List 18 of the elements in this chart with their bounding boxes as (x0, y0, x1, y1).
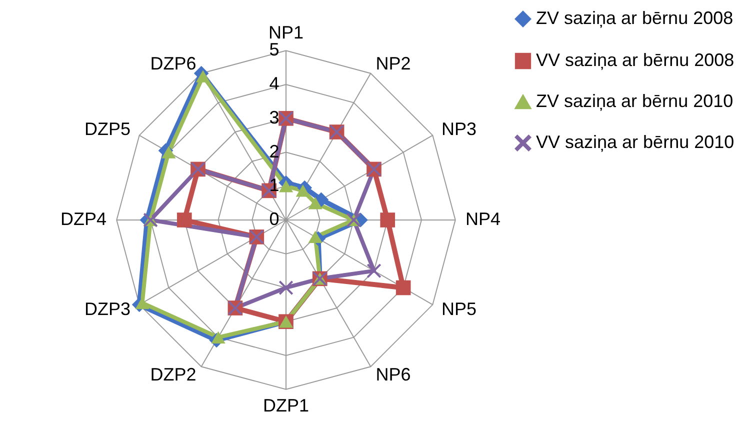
legend-label: ZV saziņa ar bērnu 2008 (536, 8, 734, 28)
legend-label: VV saziņa ar bērnu 2008 (536, 50, 734, 70)
legend-label: VV saziņa ar bērnu 2010 (536, 132, 734, 152)
spoke-label: NP6 (376, 364, 411, 384)
spoke-label: DZP1 (262, 395, 310, 416)
legend-label: ZV saziņa ar bērnu 2010 (536, 91, 734, 111)
spoke-label: DZP5 (84, 119, 131, 140)
y-tick-label: 4 (269, 74, 280, 94)
spoke-label: NP5 (441, 298, 476, 319)
y-tick-label: 0 (269, 209, 280, 229)
spoke-label: DZP4 (60, 209, 106, 229)
spoke-label: NP2 (376, 54, 411, 74)
spoke-label: DZP6 (150, 54, 196, 74)
spoke-label: NP3 (441, 119, 476, 140)
spoke-label: DZP2 (150, 364, 196, 384)
y-tick-label: 3 (269, 107, 280, 128)
spoke-label: NP4 (466, 209, 501, 229)
spoke-label: DZP3 (84, 298, 131, 319)
